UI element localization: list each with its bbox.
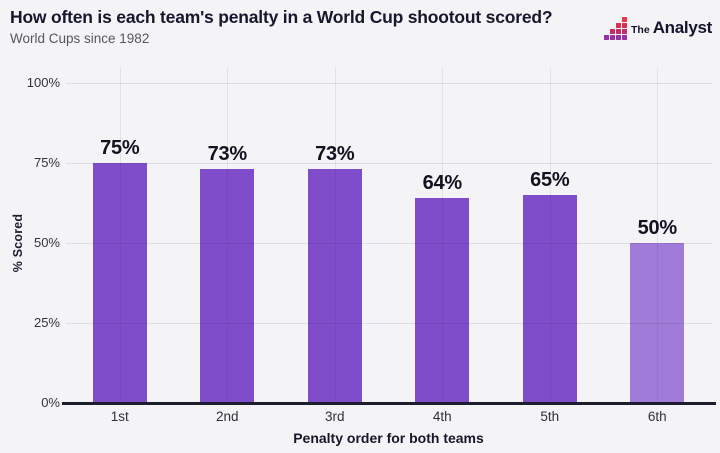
logo-icon-empty-cell [604,29,609,34]
bar-value-label-5th: 65% [530,169,570,191]
logo-icon-cell [616,23,622,28]
y-tick-label-25: 25% [33,315,60,330]
bar-value-label-6th: 50% [637,217,677,239]
logo-icon-empty-cell [610,17,615,22]
gridline-x-1st [119,68,121,403]
logo-icon-cell [622,17,628,22]
bar-6th [630,243,685,403]
y-tick-label-100: 100% [26,75,60,90]
chart-header: How often is each team's penalty in a Wo… [0,0,720,60]
logo-icon-cell [622,29,628,34]
analyst-logo-text: The Analyst [631,18,712,40]
analyst-mosaic-bars-icon [604,17,628,40]
bar-chart: % Scored Penalty order for both teams 0%… [0,60,720,453]
logo-icon-empty-cell [604,23,609,28]
x-axis-line [62,401,716,405]
x-axis-title: Penalty order for both teams [293,430,484,446]
bar-5th [522,195,577,403]
gridline-y-75 [66,163,712,164]
bar-3rd [307,169,362,403]
chart-title: How often is each team's penalty in a Wo… [10,7,553,27]
gridline-y-50 [66,243,712,244]
bar-1st [92,163,147,403]
chart-subtitle: World Cups since 1982 [10,31,150,46]
gridline-y-25 [66,323,712,324]
bar-value-label-3rd: 73% [315,143,355,166]
x-tick-label-1st: 1st [110,409,129,424]
logo-icon-empty-cell [604,17,609,22]
logo-icon-cell [610,29,616,34]
logo-the-label: The [631,24,650,36]
bar-value-label-1st: 75% [100,137,140,159]
bar-value-label-2nd: 73% [207,143,247,166]
y-tick-label-0: 0% [41,395,60,410]
bar-2nd [200,169,255,403]
y-tick-label-75: 75% [33,155,60,170]
logo-icon-empty-cell [616,17,621,22]
gridline-y-100 [66,83,712,84]
gridline-x-4th [442,68,444,403]
logo-icon-cell [610,35,616,40]
logo-icon-cell [616,29,622,34]
logo-icon-cell [604,35,610,40]
logo-icon-empty-cell [610,23,615,28]
x-tick-label-2nd: 2nd [215,409,239,424]
gridline-x-3rd [334,68,336,403]
logo-icon-cell [622,35,628,40]
bar-value-label-4th: 64% [422,172,462,195]
logo-icon-cell [622,23,628,28]
x-tick-label-5th: 5th [540,409,560,424]
gridline-x-5th [549,68,551,403]
gridline-x-2nd [227,68,229,403]
x-tick-label-4th: 4th [432,409,452,424]
x-tick-label-3rd: 3rd [324,409,345,424]
gridline-x-6th [657,68,659,403]
x-tick-label-6th: 6th [647,409,667,424]
the-analyst-logo: The Analyst [604,15,712,40]
logo-analyst-label: Analyst [652,18,713,37]
logo-icon-cell [616,35,622,40]
bar-4th [415,198,470,403]
y-tick-label-50: 50% [33,235,60,250]
